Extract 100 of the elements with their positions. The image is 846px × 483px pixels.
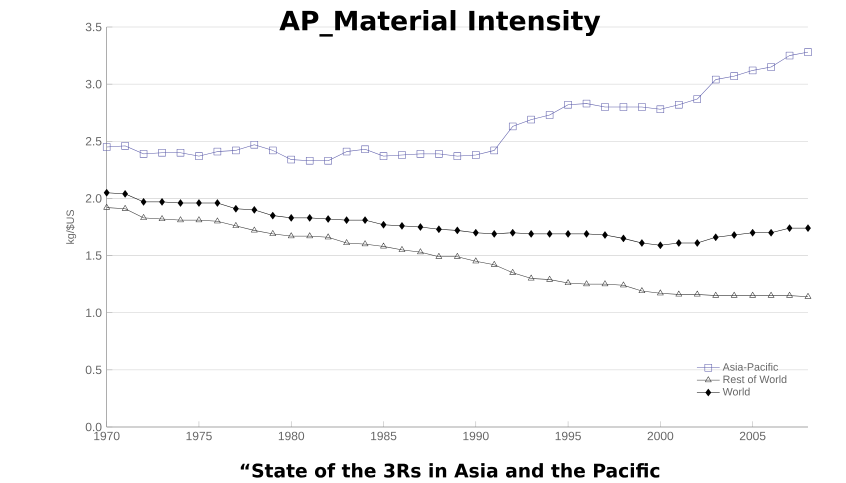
point <box>270 212 276 220</box>
point <box>176 148 184 156</box>
point <box>362 216 368 224</box>
point <box>196 199 202 207</box>
legend-label: World <box>722 388 750 396</box>
point <box>344 216 350 224</box>
point <box>454 152 462 160</box>
point <box>140 150 148 158</box>
point <box>417 248 424 254</box>
chart-title: AP_Material Intensity <box>279 10 600 37</box>
point <box>102 143 110 151</box>
point <box>565 230 571 238</box>
point <box>694 95 701 103</box>
point <box>750 228 756 236</box>
point <box>730 72 738 80</box>
point <box>232 222 240 228</box>
point <box>122 204 128 211</box>
y-tick-label: 2.5 <box>86 137 102 146</box>
point <box>748 66 756 74</box>
point <box>528 230 534 238</box>
point <box>324 156 332 164</box>
point <box>103 204 110 210</box>
point <box>491 230 498 238</box>
point <box>454 252 461 259</box>
point <box>104 188 110 196</box>
x-tick-label: 2005 <box>740 432 766 440</box>
point <box>472 151 480 159</box>
point <box>509 268 516 275</box>
point <box>712 234 719 242</box>
point <box>362 240 368 246</box>
x-tick-label: 1970 <box>94 432 120 440</box>
point <box>805 224 811 232</box>
point <box>602 231 608 239</box>
point <box>342 148 350 156</box>
point <box>675 100 683 108</box>
point <box>676 239 682 247</box>
point <box>306 214 313 222</box>
y-tick-label: 0.5 <box>86 366 102 374</box>
point <box>380 220 386 228</box>
point <box>306 156 314 164</box>
legend-label: Rest of World <box>724 375 786 384</box>
point <box>657 290 664 296</box>
point <box>454 226 460 234</box>
point <box>214 199 220 207</box>
y-tick-label: 3.0 <box>86 80 102 88</box>
point <box>214 218 221 224</box>
point <box>472 258 480 264</box>
point <box>639 239 645 247</box>
point <box>527 116 535 124</box>
point <box>582 100 590 108</box>
x-tick-label: 1975 <box>186 432 212 440</box>
point <box>564 279 572 286</box>
point <box>546 111 554 119</box>
point <box>250 140 258 148</box>
point <box>638 103 646 111</box>
point <box>786 292 793 298</box>
point <box>490 146 498 154</box>
x-tick-label: 1990 <box>463 432 489 440</box>
point <box>804 48 812 56</box>
point <box>602 280 608 286</box>
point <box>306 232 313 238</box>
point <box>325 215 332 223</box>
text: “State of the 3Rs in Asia and the Pacific <box>240 463 660 478</box>
point <box>786 52 794 60</box>
point <box>195 152 203 160</box>
x-tick-label: 2000 <box>648 432 674 440</box>
point <box>436 226 442 234</box>
point <box>620 234 626 242</box>
point <box>158 215 166 222</box>
y-tick-label: 2.0 <box>86 194 102 203</box>
point <box>510 228 516 236</box>
point <box>196 216 202 222</box>
y-axis-title: kg/$US <box>66 210 76 244</box>
point <box>620 103 628 111</box>
point <box>786 224 792 232</box>
y-tick-label: 1.0 <box>86 308 102 317</box>
point <box>546 230 552 238</box>
point <box>657 242 664 250</box>
x-tick-label: 1980 <box>278 432 304 440</box>
x-tick-label: 1995 <box>556 432 581 440</box>
point <box>324 234 332 240</box>
point <box>768 228 774 236</box>
point <box>730 292 738 298</box>
point <box>694 239 700 247</box>
point <box>767 63 775 71</box>
point <box>232 204 239 212</box>
point <box>343 239 350 246</box>
point <box>140 214 147 220</box>
point <box>490 260 498 267</box>
point <box>398 151 406 159</box>
point <box>178 199 184 207</box>
point <box>620 282 627 288</box>
point <box>731 231 738 239</box>
point <box>270 230 276 236</box>
point <box>251 206 258 214</box>
y-tick-label: 1.5 <box>86 251 102 260</box>
point <box>140 198 146 206</box>
point <box>546 276 553 282</box>
legend-label: Asia-Pacific <box>722 362 778 371</box>
point <box>583 280 590 286</box>
